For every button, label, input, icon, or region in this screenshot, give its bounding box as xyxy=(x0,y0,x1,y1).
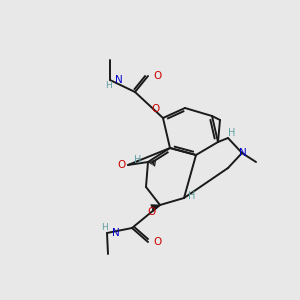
Text: H: H xyxy=(188,191,196,201)
Text: O: O xyxy=(153,237,161,247)
Text: O: O xyxy=(153,71,161,81)
Text: N: N xyxy=(115,75,123,85)
Text: O: O xyxy=(151,104,159,114)
Text: H: H xyxy=(228,128,236,138)
Text: N: N xyxy=(239,148,247,158)
Text: H: H xyxy=(102,224,108,232)
Text: H: H xyxy=(105,80,111,89)
Text: H: H xyxy=(134,155,142,165)
Text: N: N xyxy=(112,228,120,238)
Text: O: O xyxy=(118,160,126,170)
Polygon shape xyxy=(151,205,160,211)
Text: O: O xyxy=(148,207,156,217)
